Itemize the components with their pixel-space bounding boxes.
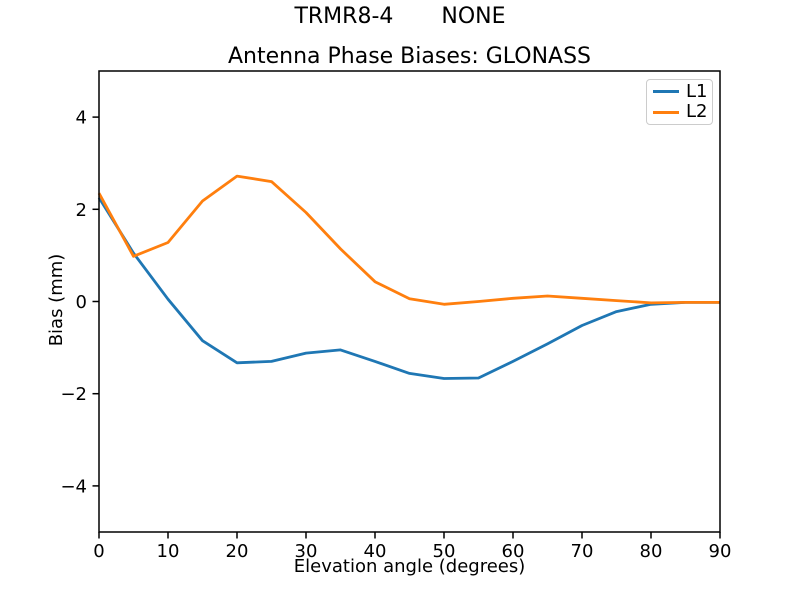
y-tick-label: 2 — [76, 200, 87, 221]
suptitle-station: TRMR8-4 — [294, 4, 394, 29]
legend-entry-l1: L1 — [653, 80, 708, 102]
x-tick-label: 40 — [364, 541, 387, 562]
plot-area-border — [98, 70, 721, 533]
figure-suptitle: TRMR8-4 NONE — [0, 5, 800, 29]
suptitle-qualifier: NONE — [441, 4, 506, 29]
legend: L1 L2 — [646, 79, 713, 125]
x-axis-label: Elevation angle (degrees) — [293, 556, 526, 577]
x-tick-label: 90 — [709, 541, 732, 562]
legend-label: L1 — [686, 80, 708, 102]
x-tick-label: 20 — [226, 541, 249, 562]
y-tick-label: −2 — [60, 384, 87, 405]
legend-line-swatch — [653, 110, 679, 114]
y-axis-label: Bias (mm) — [46, 253, 67, 347]
x-tick-label: 70 — [571, 541, 594, 562]
legend-line-swatch — [653, 90, 679, 94]
legend-label: L2 — [686, 101, 708, 123]
chart-title: Antenna Phase Biases: GLONASS — [227, 44, 592, 69]
x-tick-label: 10 — [157, 541, 180, 562]
series-line-l1 — [97, 197, 720, 380]
x-tick-label: 80 — [640, 541, 663, 562]
y-tick-label: 4 — [76, 108, 87, 129]
legend-entry-l2: L2 — [653, 101, 708, 123]
x-tick-label: 50 — [433, 541, 456, 562]
x-tick-label: 60 — [502, 541, 525, 562]
y-tick-label: −4 — [60, 476, 87, 497]
y-tick-label: 0 — [76, 292, 87, 313]
x-tick-label: 30 — [295, 541, 318, 562]
series-line-l2 — [97, 174, 720, 306]
x-tick-label: 0 — [93, 541, 104, 562]
